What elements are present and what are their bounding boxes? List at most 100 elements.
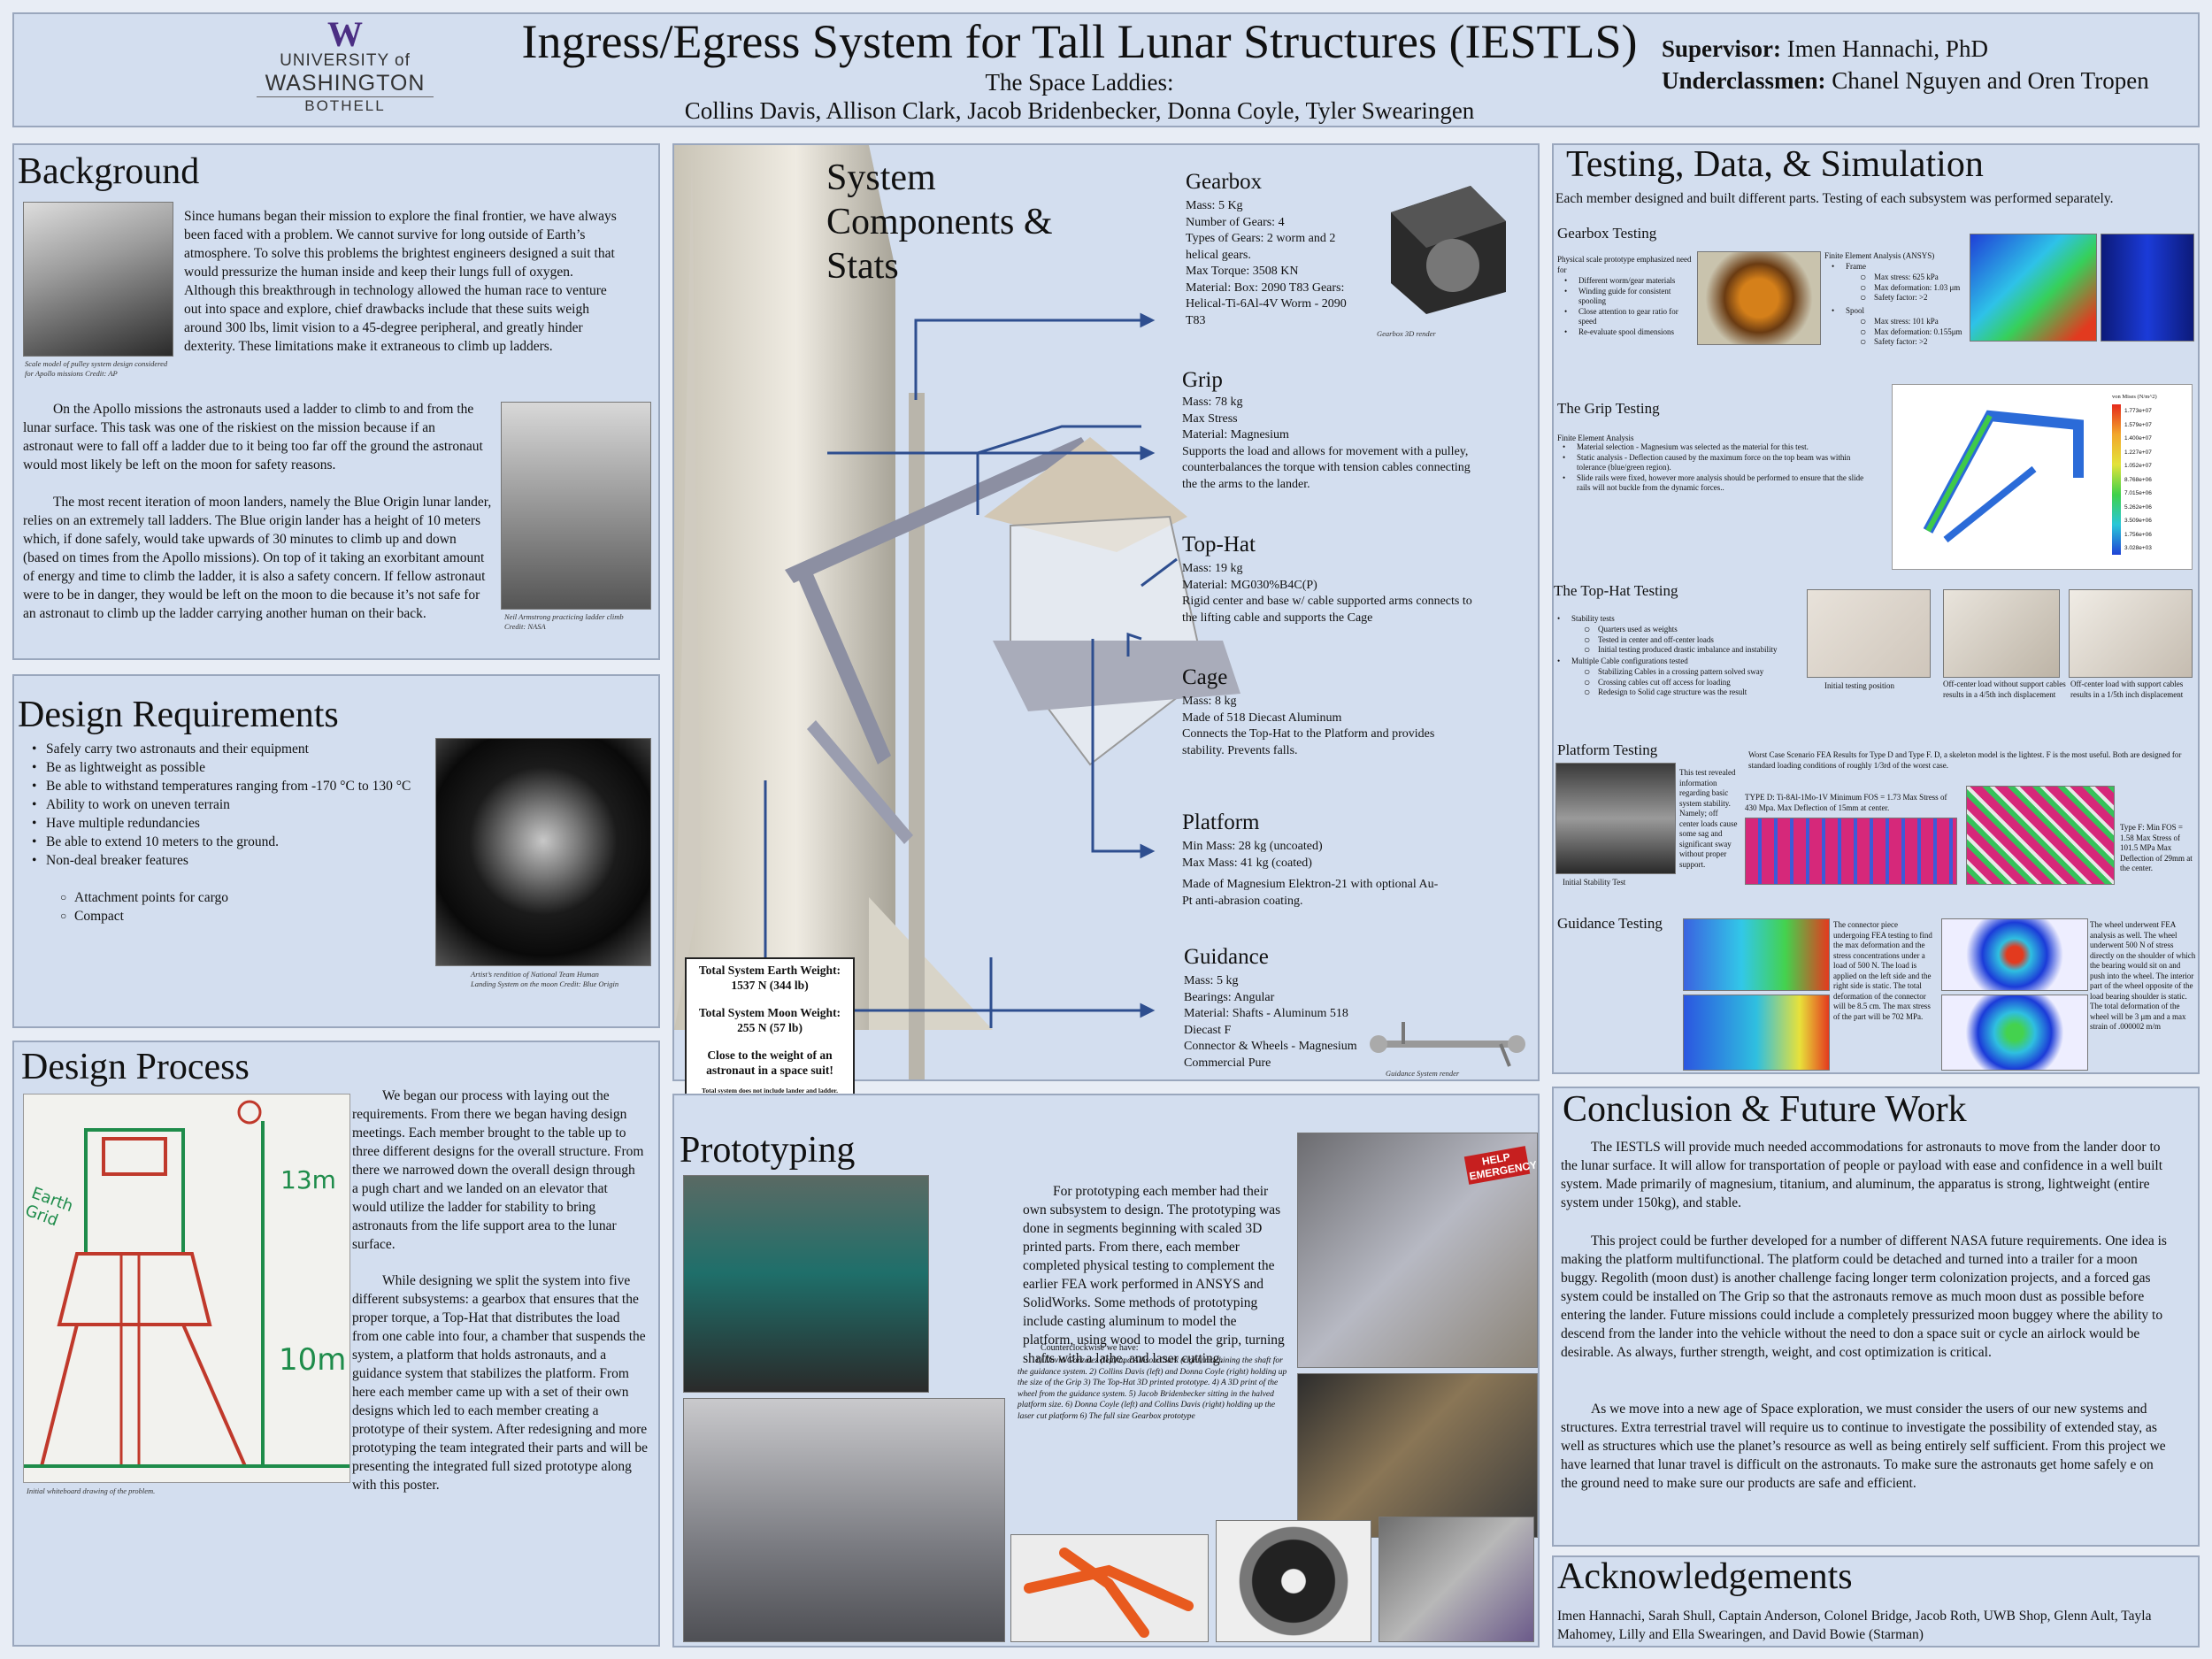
grip-legend-labels: 1.773e+07 1.579e+07 1.400e+07 1.227e+07 … bbox=[2124, 404, 2152, 556]
tophat-line: Material: MG030%B4C(P) bbox=[1182, 578, 1317, 592]
grip-fea-image: von Mises (N/m^2) 1.773e+07 1.579e+07 1.… bbox=[1892, 384, 2193, 570]
conclusion-p3: As we move into a new age of Space explo… bbox=[1561, 1402, 2166, 1491]
grip-test-item: Static analysis - Deflection caused by t… bbox=[1563, 453, 1878, 473]
req-item: Be able to extend 10 meters to the groun… bbox=[32, 833, 418, 851]
platform-line: Made of Magnesium Elektron-21 with optio… bbox=[1182, 878, 1439, 908]
ack-text: Imen Hannachi, Sarah Shull, Captain Ande… bbox=[1557, 1609, 2152, 1642]
gearbox-fea-spool-image bbox=[2101, 234, 2194, 342]
guidance-caption: Guidance System render bbox=[1386, 1069, 1460, 1078]
tophat-heading: Top-Hat bbox=[1182, 533, 1256, 557]
testing-intro: Each member designed and built different… bbox=[1555, 191, 2114, 206]
platform-test-text: This test revealed information regarding… bbox=[1679, 768, 1738, 869]
supervisor-line: Supervisor: Imen Hannachi, PhD bbox=[1662, 35, 1988, 63]
grip-legend-value: 1.773e+07 bbox=[2124, 408, 2152, 414]
tophat-test-subitem: Crossing cables cut off access for loadi… bbox=[1598, 678, 1763, 688]
tophat-line: Rigid center and base w/ cable supported… bbox=[1182, 595, 1472, 625]
grip-heading: Grip bbox=[1182, 368, 1223, 392]
cage-line: Connects the Top-Hat to the Platform and… bbox=[1182, 727, 1435, 757]
component-arrows bbox=[764, 312, 1178, 1028]
platform-typeD: TYPE D: Ti-8Al-1Mo-1V Minimum FOS = 1.73… bbox=[1745, 793, 1947, 812]
tophat-test-subitem: Tested in center and off-center loads bbox=[1598, 635, 1777, 646]
whiteboard-13m: 13m bbox=[280, 1165, 336, 1194]
underclass-line: Underclassmen: Chanel Nguyen and Oren Tr… bbox=[1662, 67, 2149, 95]
req-sub-item: Attachment points for cargo bbox=[74, 888, 228, 907]
gearbox-fea-spool-list: Max stress: 101 kPa Max deformation: 0.1… bbox=[1874, 317, 1962, 348]
cage-line: Made of 518 Diecast Aluminum bbox=[1182, 710, 1342, 725]
process-p2: While designing we split the system into… bbox=[352, 1273, 649, 1493]
underclass-names: Chanel Nguyen and Oren Tropen bbox=[1832, 67, 2149, 94]
weight-box: Total System Earth Weight: 1537 N (344 l… bbox=[685, 957, 855, 1115]
header-panel bbox=[12, 12, 2200, 127]
whiteboard-drawing bbox=[24, 1100, 349, 1468]
guidance-testing-title: Guidance Testing bbox=[1557, 915, 1663, 932]
grip-desc: Mass: 78 kg Max Stress Material: Magnesi… bbox=[1182, 395, 1483, 493]
gearbox-fea-title: Finite Element Analysis (ANSYS) bbox=[1824, 251, 1935, 260]
poster-title: Ingress/Egress System for Tall Lunar Str… bbox=[521, 15, 1638, 68]
platform-typeF-fea bbox=[1966, 786, 2115, 885]
tophat-test-item: Multiple Cable configurations tested bbox=[1557, 657, 1688, 667]
platform-typeD-fea bbox=[1745, 818, 1957, 885]
guidance-line: Material: Shafts - Aluminum 518 Diecast … bbox=[1184, 1007, 1348, 1037]
guidance-test-text2: The wheel underwent FEA analysis as well… bbox=[2090, 920, 2196, 1031]
grip-legend-value: 1.227e+07 bbox=[2124, 449, 2152, 456]
gearbox-fea-frame-image bbox=[1970, 234, 2097, 342]
grip-legend-bar bbox=[2112, 404, 2121, 555]
tophat-test-item: Stability tests bbox=[1557, 614, 1615, 625]
guidance-line: Mass: 5 kg bbox=[1184, 974, 1239, 987]
gearbox-line: Number of Gears: 4 bbox=[1186, 215, 1285, 229]
weight-note: Close to the weight of an astronaut in a… bbox=[706, 1048, 833, 1077]
gearbox-test-item: Different worm/gear materials bbox=[1564, 276, 1694, 287]
platform-typeF: Type F: Min FOS = 1.58 Max Stress of 101… bbox=[2120, 823, 2193, 872]
tophat-initial-photo bbox=[1807, 589, 1931, 678]
grip-testing-lead: Finite Element Analysis bbox=[1557, 434, 1634, 442]
gearbox-line: Types of Gears: 2 worm and 2 helical gea… bbox=[1186, 232, 1336, 262]
fea-spool-item: Safety factor: >2 bbox=[1874, 337, 1962, 348]
platform-stability-cap: Initial Stability Test bbox=[1563, 878, 1626, 887]
tophat-testing-title: The Top-Hat Testing bbox=[1554, 582, 1678, 599]
guidance-line: Connector & Wheels - Magnesium Commercia… bbox=[1184, 1040, 1357, 1070]
lander-render bbox=[674, 145, 1240, 1079]
logo-bot: BOTHELL bbox=[304, 97, 386, 114]
lander-caption: Artist’s rendition of National Team Huma… bbox=[471, 970, 619, 988]
help-sign: HELP EMERGENCY bbox=[1463, 1146, 1537, 1185]
fea-frame-item: Max stress: 625 kPa bbox=[1874, 273, 1960, 283]
guidance-test-text1: The connector piece undergoing FEA testi… bbox=[1833, 920, 1932, 1021]
conclusion-p1: The IESTLS will provide much needed acco… bbox=[1561, 1140, 2163, 1210]
gearbox-fea-frame: Frame bbox=[1832, 262, 1866, 273]
gearbox-testing-list: Different worm/gear materials Winding gu… bbox=[1564, 276, 1694, 338]
grip-line: Material: Magnesium bbox=[1182, 428, 1289, 442]
tophat-test-subitem: Quarters used as weights bbox=[1598, 625, 1777, 635]
grip-legend-value: 1.400e+07 bbox=[2124, 435, 2152, 442]
weight-moon-label: Total System Moon Weight: bbox=[698, 1006, 841, 1019]
gearbox-test-item: Re-evaluate spool dimensions bbox=[1564, 327, 1694, 338]
fea-spool-label: Spool bbox=[1832, 306, 1864, 317]
uw-logo: W UNIVERSITY of WASHINGTON BOTHELL bbox=[257, 17, 434, 115]
grip-fea-shape bbox=[1923, 410, 2084, 543]
grip-testing-title: The Grip Testing bbox=[1557, 400, 1660, 417]
supervisor-name: Imen Hannachi, PhD bbox=[1786, 35, 1988, 62]
tophat-cap1: Initial testing position bbox=[1824, 681, 1894, 690]
gearbox-testing-title: Gearbox Testing bbox=[1557, 225, 1657, 242]
prototyping-p1: For prototyping each member had their ow… bbox=[1023, 1184, 1285, 1366]
grip-line: Max Stress bbox=[1182, 411, 1238, 426]
background-p3: The most recent iteration of moon lander… bbox=[23, 495, 492, 621]
gearbox-prototype-photo: HELP EMERGENCY bbox=[1297, 1133, 1538, 1368]
platform-heading: Platform bbox=[1182, 810, 1260, 834]
req-item: Be able to withstand temperatures rangin… bbox=[32, 777, 418, 795]
cage-desc: Mass: 8 kg Made of 518 Diecast Aluminum … bbox=[1182, 694, 1448, 759]
grip-test-item: Slide rails were fixed, however more ana… bbox=[1563, 473, 1878, 494]
tophat-print-icon bbox=[1024, 1548, 1194, 1638]
lathe-photo bbox=[683, 1175, 929, 1393]
gearbox-test-item: Winding guide for consistent spooling bbox=[1564, 287, 1694, 307]
tophat-cap2: Off-center load without support cables r… bbox=[1943, 680, 2066, 699]
guidance-render-icon bbox=[1370, 1022, 1525, 1067]
platform-testing-title: Platform Testing bbox=[1557, 741, 1658, 758]
tophat-test-subitem: Stabilizing Cables in a crossing pattern… bbox=[1598, 667, 1763, 678]
gearbox-caption: Gearbox 3D render bbox=[1377, 329, 1436, 338]
grip-legend-value: 3.509e+06 bbox=[2124, 518, 2152, 524]
weight-earth-value: 1537 N (344 lb) bbox=[731, 979, 809, 992]
grip-legend-value: 1.052e+07 bbox=[2124, 463, 2152, 469]
halved-platform-photo bbox=[1379, 1517, 1534, 1642]
tophat-test-sub1: Quarters used as weights Tested in cente… bbox=[1598, 625, 1777, 656]
weight-earth-label: Total System Earth Weight: bbox=[698, 964, 841, 977]
